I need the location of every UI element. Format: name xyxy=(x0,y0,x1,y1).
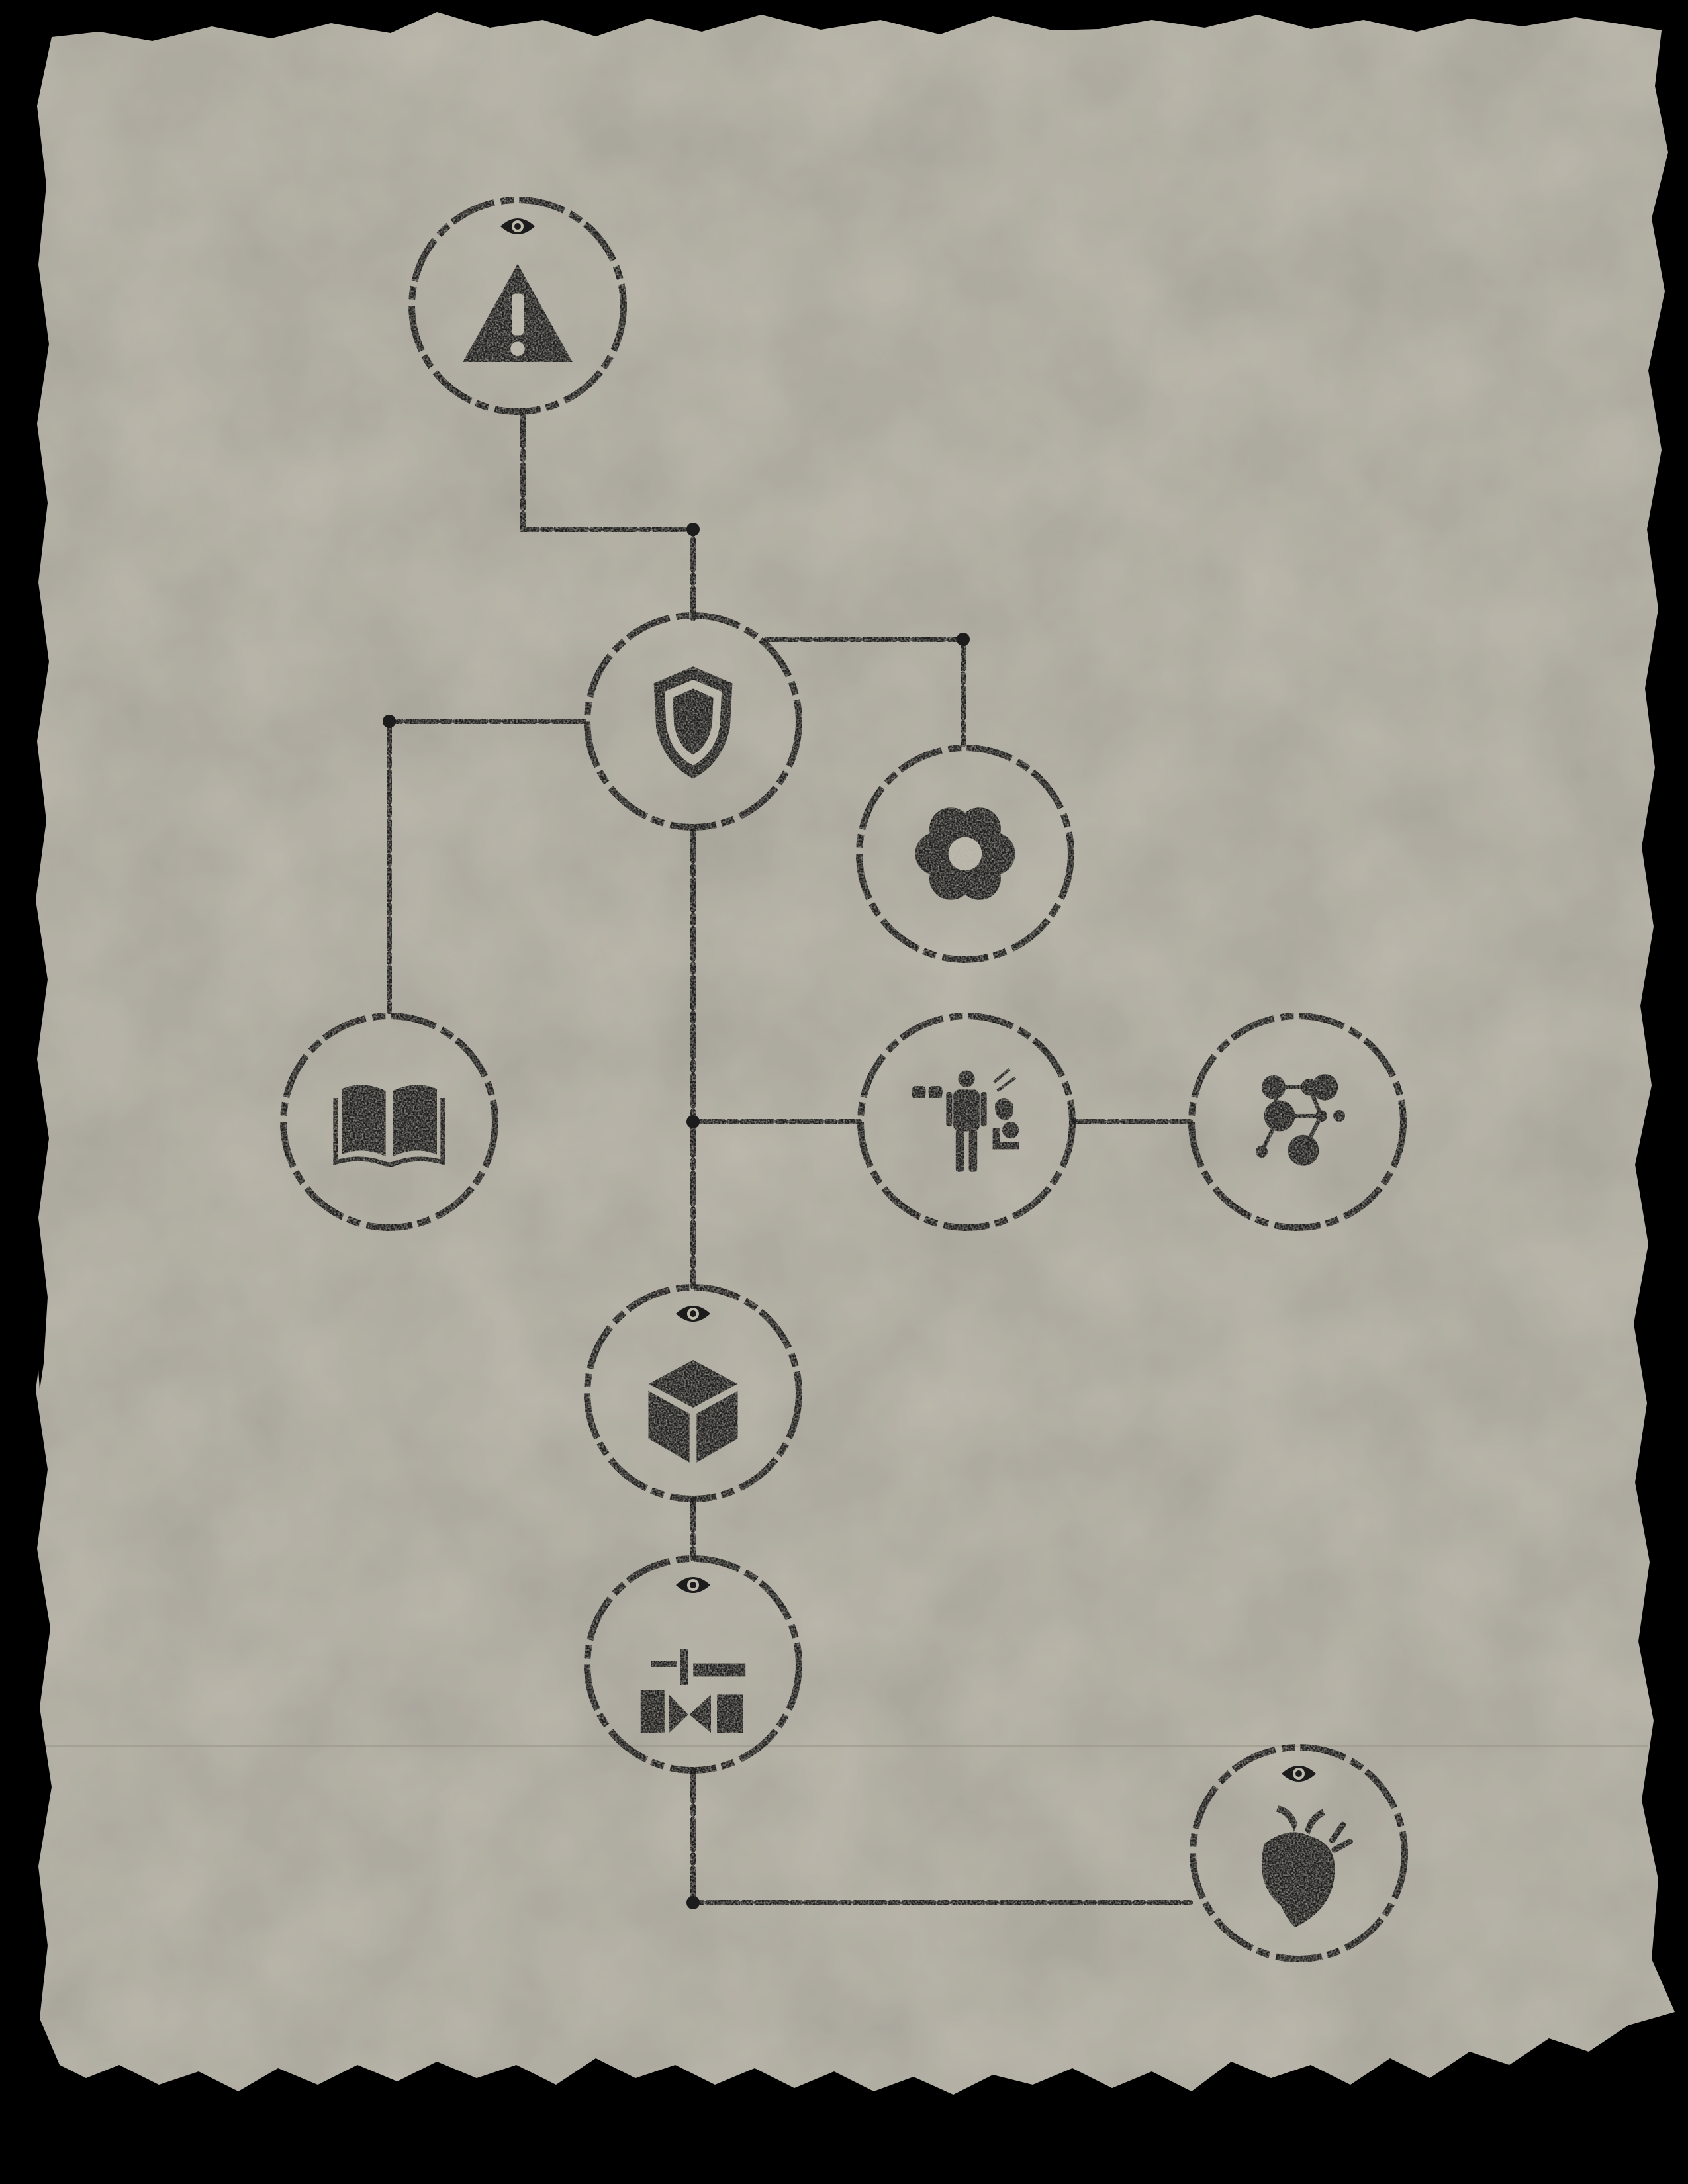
skill-node-cube[interactable] xyxy=(584,1284,802,1502)
skill-node-ring xyxy=(856,745,1074,963)
skill-node-tools[interactable] xyxy=(584,1555,802,1774)
open-book-icon xyxy=(333,1085,445,1167)
junction-dot xyxy=(686,1896,700,1909)
skill-node-book[interactable] xyxy=(280,1013,498,1231)
torn-paper-sheet xyxy=(36,12,1675,2095)
skill-node-flower[interactable] xyxy=(856,745,1074,963)
junction-dot xyxy=(686,1115,700,1128)
anatomical-heart-icon xyxy=(1261,1805,1353,1927)
skill-node-heart[interactable] xyxy=(1190,1744,1408,1962)
skill-node-ring xyxy=(584,1555,802,1774)
human-anatomy-icon xyxy=(912,1068,1019,1172)
skill-node-ring xyxy=(280,1013,498,1231)
people-network-icon xyxy=(1256,1074,1345,1166)
flower-icon xyxy=(915,807,1015,900)
junction-dot xyxy=(383,715,396,728)
skill-node-ring xyxy=(584,1284,802,1502)
connector-warning-shield xyxy=(520,413,696,621)
junction-dot xyxy=(686,523,700,536)
skill-node-network[interactable] xyxy=(1188,1013,1407,1231)
shield-icon xyxy=(653,666,733,779)
skill-node-ring xyxy=(857,1013,1076,1231)
tools-icon xyxy=(640,1649,746,1733)
connector-junctions xyxy=(383,523,970,1909)
skill-node-warning[interactable] xyxy=(408,197,627,415)
skill-node-ring xyxy=(1188,1013,1407,1231)
skill-node-anatomy[interactable] xyxy=(857,1013,1076,1231)
skill-node-ring xyxy=(408,197,627,415)
eye-icon xyxy=(676,1577,710,1593)
eye-icon xyxy=(1282,1766,1316,1782)
junction-dot xyxy=(957,633,970,646)
eye-icon xyxy=(676,1306,710,1322)
skill-node-shield[interactable] xyxy=(584,612,802,831)
skill-node-ring xyxy=(1190,1744,1408,1962)
warning-triangle-icon xyxy=(463,263,573,362)
cube-icon xyxy=(648,1360,738,1463)
skill-node-ring xyxy=(584,612,802,831)
eye-icon xyxy=(500,218,535,234)
